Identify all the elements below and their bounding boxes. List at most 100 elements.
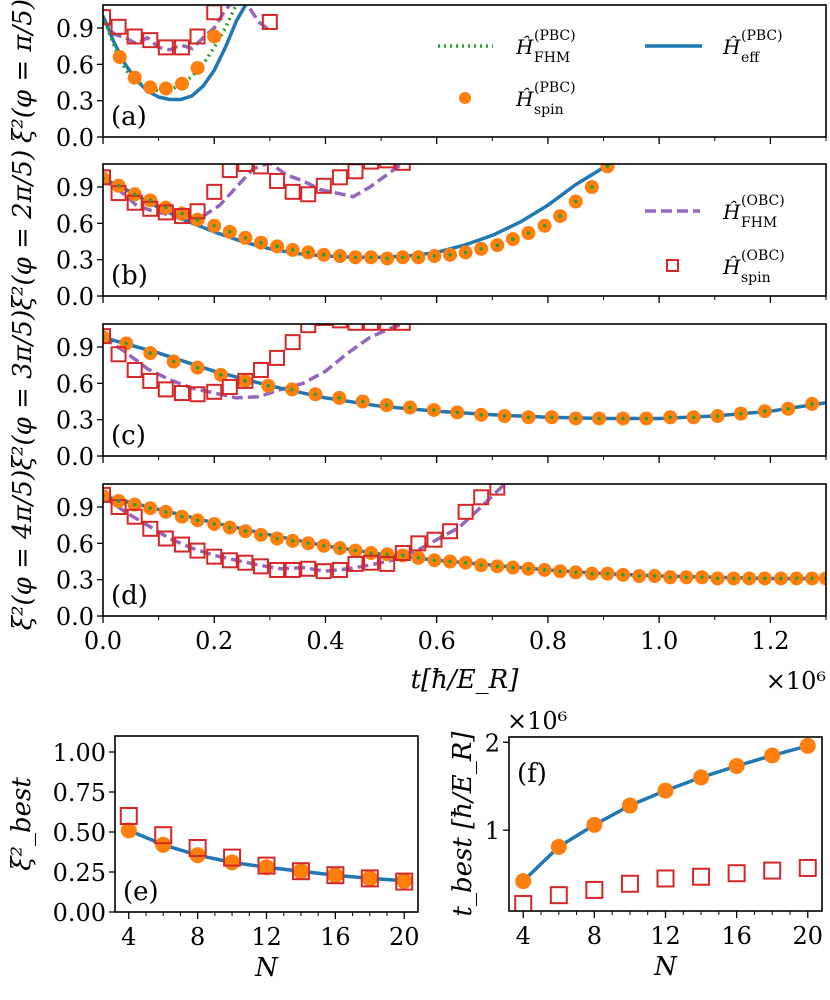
- legend-label-superscript: (PBC): [534, 28, 576, 44]
- data-point-spin-pbc: [292, 863, 309, 880]
- y-tick-label: 0.6: [56, 370, 94, 398]
- data-point-fhm-pbc-overlay: [715, 576, 720, 581]
- data-point-fhm-pbc-overlay: [369, 255, 373, 260]
- data-point-fhm-pbc-overlay: [463, 250, 468, 255]
- legend-label-superscript: (PBC): [741, 28, 783, 44]
- y-axis-label: ξ²(φ = 2π/5): [8, 150, 38, 310]
- data-point-spin-obc: [620, 874, 639, 893]
- x-tick-label: 0.4: [306, 627, 344, 655]
- data-point-fhm-pbc-overlay: [259, 240, 263, 245]
- data-point-spin-obc: [379, 164, 396, 169]
- data-point-spin-obc: [300, 324, 317, 334]
- data-point-fhm-pbc-overlay: [306, 250, 311, 255]
- legend-label-superscript: (PBC): [534, 80, 576, 96]
- data-point-spin-obc: [173, 39, 190, 56]
- data-point-spin-obc: [379, 555, 396, 572]
- data-point-fhm-pbc-overlay: [243, 529, 248, 534]
- data-point-fhm-pbc-overlay: [124, 341, 129, 346]
- y-axis-label: ξ²(φ = π/5): [8, 0, 38, 143]
- x-tick-label: 16: [721, 922, 752, 950]
- x-tick-label: 0.2: [195, 627, 233, 655]
- data-point-spin-pbc: [158, 81, 173, 96]
- y-tick-label: 0.3: [56, 88, 94, 116]
- data-point-fhm-pbc-overlay: [700, 575, 704, 580]
- data-point-fhm-pbc-overlay: [116, 499, 121, 503]
- x-tick-label: 16: [320, 923, 351, 951]
- data-point-spin-obc: [363, 324, 380, 331]
- legend-entry-spin_pbc: Ĥ (PBC) spin: [459, 80, 576, 118]
- series-line-fhm_pbc: [103, 5, 238, 93]
- data-point-spin-pbc: [550, 838, 567, 855]
- x-axis-label: t[ħ/E_R]: [411, 665, 520, 695]
- data-point-fhm-pbc-overlay: [432, 558, 437, 563]
- data-point-spin-obc: [269, 561, 286, 578]
- data-point-spin-obc: [291, 862, 310, 881]
- data-point-spin-obc: [103, 169, 111, 186]
- legend-label-subscript: spin: [741, 270, 771, 286]
- data-point-spin-obc: [410, 535, 427, 552]
- y-axis-label: ξ²_best: [7, 777, 37, 871]
- data-point-spin-obc: [257, 856, 276, 875]
- data-point-fhm-pbc-overlay: [275, 244, 279, 249]
- data-point-fhm-pbc-overlay: [605, 164, 610, 169]
- y-tick-label: 0.0: [56, 124, 94, 152]
- data-point-spin-pbc: [224, 854, 241, 871]
- data-point-spin-pbc: [103, 171, 110, 186]
- y-tick-label: 0.3: [56, 247, 94, 275]
- plot-area: [103, 484, 826, 586]
- data-point-spin-obc: [284, 334, 301, 351]
- x-axis-multiplier: ×10⁶: [766, 667, 826, 695]
- x-tick-label: 4: [516, 922, 531, 950]
- panel-label: (a): [111, 102, 147, 132]
- data-point-spin-obc: [326, 866, 345, 885]
- data-point-spin-pbc: [361, 870, 378, 887]
- data-point-fhm-pbc-overlay: [573, 570, 578, 575]
- data-point-spin-pbc: [728, 758, 745, 774]
- data-point-spin-obc: [442, 523, 459, 540]
- data-point-spin-pbc: [190, 60, 205, 75]
- y-tick-label: 1.00: [53, 739, 106, 767]
- data-point-fhm-pbc-overlay: [763, 409, 767, 413]
- data-point-spin-obc: [157, 381, 174, 398]
- data-point-spin-obc: [237, 554, 254, 571]
- data-point-fhm-pbc-overlay: [786, 406, 790, 411]
- data-point-spin-obc: [360, 869, 379, 888]
- data-point-spin-obc: [379, 324, 396, 331]
- data-point-spin-obc: [763, 861, 782, 880]
- data-point-spin-pbc: [155, 836, 172, 853]
- panel-label: (f): [517, 759, 547, 789]
- y-tick-label: 1: [485, 817, 500, 845]
- y-tick-label: 0.75: [53, 779, 106, 807]
- data-point-fhm-pbc-overlay: [313, 392, 318, 397]
- y-tick-label: 0.3: [56, 567, 94, 595]
- data-point-fhm-pbc-overlay: [148, 506, 153, 511]
- x-tick-label: 20: [389, 923, 420, 951]
- data-point-spin-obc: [269, 172, 286, 189]
- data-point-spin-obc: [426, 531, 443, 548]
- data-point-spin-obc: [347, 324, 364, 331]
- data-point-fhm-pbc-overlay: [353, 255, 358, 260]
- data-point-spin-obc: [206, 183, 223, 200]
- panel-label: (d): [111, 581, 148, 611]
- legend-label: Ĥ: [515, 87, 534, 111]
- legend-entry-fhm_pbc: Ĥ (PBC) FHM: [438, 28, 576, 66]
- panel-c: 0.0 0.3 0.6 0.9 (c) ξ²(φ = 3π/5): [8, 310, 827, 471]
- data-point-fhm-pbc-overlay: [290, 387, 294, 392]
- data-point-spin-obc: [119, 807, 138, 825]
- axes-frame: [102, 483, 827, 617]
- series-line-fhm_obc: [103, 484, 505, 573]
- y-tick-label: 0.00: [53, 899, 106, 927]
- y-axis-label: ξ²(φ = 3π/5): [8, 310, 38, 470]
- data-point-spin-obc: [252, 558, 269, 575]
- data-point-fhm-pbc-overlay: [243, 379, 247, 383]
- data-point-spin-pbc: [103, 330, 110, 345]
- data-point-spin-pbc: [819, 571, 826, 586]
- data-point-spin-obc: [315, 563, 332, 580]
- data-point-fhm-pbc-overlay: [573, 199, 578, 204]
- data-point-spin-obc: [727, 864, 746, 883]
- panel-f: 124 8 12 16 20(f)t_best [ħ/E_R]N×10⁶: [448, 707, 823, 982]
- data-point-fhm-pbc-overlay: [132, 192, 137, 197]
- data-point-spin-obc: [284, 183, 301, 200]
- data-point-spin-obc: [347, 555, 364, 572]
